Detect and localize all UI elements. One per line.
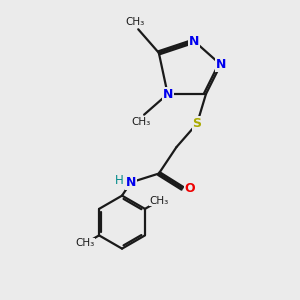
Text: CH₃: CH₃ bbox=[131, 117, 151, 127]
Text: CH₃: CH₃ bbox=[75, 238, 95, 248]
Text: N: N bbox=[215, 58, 226, 71]
Text: N: N bbox=[163, 88, 173, 100]
Text: N: N bbox=[189, 34, 200, 48]
Text: CH₃: CH₃ bbox=[126, 17, 145, 27]
Text: CH₃: CH₃ bbox=[149, 196, 169, 206]
Text: S: S bbox=[193, 117, 202, 130]
Text: H: H bbox=[115, 174, 124, 188]
Text: N: N bbox=[126, 176, 136, 189]
Text: O: O bbox=[184, 182, 195, 195]
